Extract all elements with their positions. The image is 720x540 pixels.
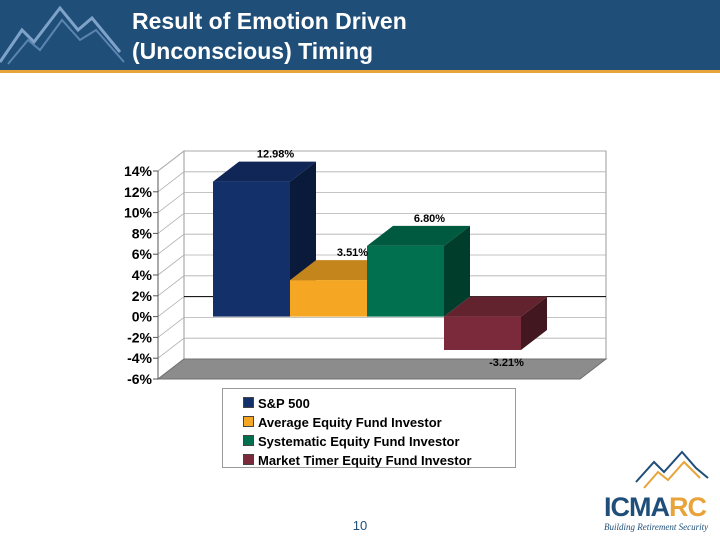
legend-item: Average Equity Fund Investor (243, 413, 515, 432)
legend-swatch (243, 397, 254, 408)
chart-legend: S&P 500 Average Equity Fund Investor Sys… (222, 388, 516, 468)
bar-top-face (367, 225, 470, 246)
gridline (157, 212, 606, 234)
gridline (157, 150, 606, 172)
data-label: 12.98% (257, 149, 295, 161)
logo-tagline: Building Retirement Security (604, 522, 709, 532)
legend-swatch (243, 454, 254, 465)
legend-label: Systematic Equity Fund Investor (258, 434, 460, 449)
header-rule (0, 70, 720, 73)
y-tick-label: 0% (132, 309, 153, 325)
slide-title-line: Result of Emotion Driven (132, 8, 407, 34)
legend-swatch (243, 435, 254, 446)
gridline (157, 192, 606, 213)
legend-item: S&P 500 (243, 394, 515, 413)
mountain-logo-icon (0, 5, 125, 65)
bar-side-face (444, 225, 470, 317)
y-tick-label: -6% (127, 371, 152, 387)
bar (290, 280, 367, 317)
slide-title-line: (Unconscious) Timing (132, 38, 374, 64)
bar (444, 316, 521, 350)
legend-label: Market Timer Equity Fund Investor (258, 453, 472, 468)
company-logo: ICMARC Building Retirement Security (596, 448, 716, 534)
page-number: 10 (352, 518, 368, 533)
legend-label: Average Equity Fund Investor (258, 415, 442, 430)
logo-wordmark: ICMARC (604, 492, 707, 523)
bar (213, 181, 290, 317)
legend-item: Market Timer Equity Fund Investor (243, 451, 515, 470)
data-label: 3.51% (337, 247, 368, 259)
bar-top-face (213, 161, 316, 182)
data-label: 6.80% (414, 213, 445, 225)
y-tick-label: -2% (127, 329, 152, 345)
bar (367, 245, 444, 317)
bar-chart: -6% -4% -2% 0% 2% 4% 6% 8% 10% 12% 14% 12.98% 3.51%… (124, 149, 608, 387)
legend-item: Systematic Equity Fund Investor (243, 432, 515, 451)
legend-swatch (243, 416, 254, 427)
y-tick-label: 4% (132, 267, 153, 283)
bar-side-face (521, 296, 547, 350)
y-tick-label: 14% (124, 163, 153, 179)
logo-mountain-icon (635, 450, 709, 489)
chart-floor (156, 358, 608, 380)
data-label: -3.21% (489, 357, 524, 369)
y-tick-label: 6% (132, 246, 153, 262)
gridline (157, 171, 606, 193)
y-tick-label: 12% (124, 184, 153, 200)
logo-wordmark-part: RC (669, 492, 707, 522)
legend-label: S&P 500 (258, 396, 310, 411)
y-tick-label: 2% (132, 288, 153, 304)
y-tick-label: -4% (127, 350, 152, 366)
slide-title: Result of Emotion Driven (Unconscious) T… (132, 6, 692, 66)
header-bar (0, 0, 720, 72)
y-tick-label: 8% (132, 225, 153, 241)
bar-top-face (444, 296, 547, 317)
logo-wordmark-part: ICMA (604, 492, 670, 522)
y-tick-label: 10% (124, 205, 153, 221)
